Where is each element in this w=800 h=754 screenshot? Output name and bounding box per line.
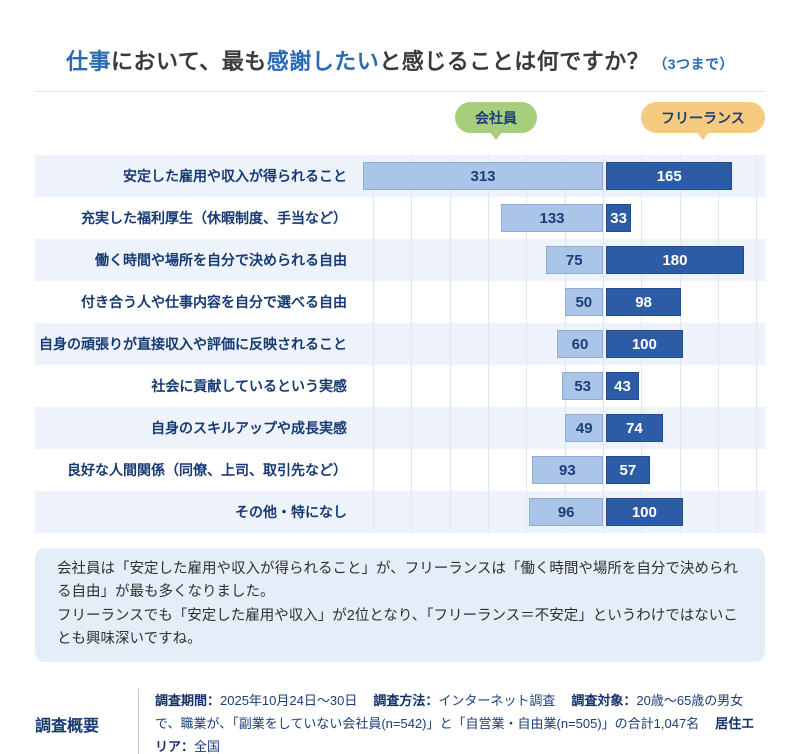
survey-item: 調査期間：2025年10月24日〜30日 <box>155 693 357 708</box>
title-suffix: （3つまで） <box>653 56 735 72</box>
employee-bar: 50 <box>564 288 603 316</box>
category-label: 付き合う人や仕事内容を自分で選べる自由 <box>81 294 347 310</box>
title-divider <box>35 91 765 92</box>
freelance-bar: 165 <box>606 162 733 190</box>
survey-overview: 調査概要 調査期間：2025年10月24日〜30日 調査方法：インターネット調査調… <box>35 688 765 754</box>
employee-bar: 53 <box>562 372 603 400</box>
survey-item-value: 全国 <box>194 739 221 754</box>
legend-employee-label: 会社員 <box>475 109 517 126</box>
summary-box: 会社員は「安定した雇用や収入が得られること」が、フリーランスは「働く時間や場所を… <box>35 548 765 662</box>
chart-row: 自身の頑張りが直接収入や評価に反映されること 60 100 <box>35 323 765 365</box>
chart-rows: 安定した雇用や収入が得られること 313 165 充実した福利厚生（休暇制度、手… <box>35 155 765 533</box>
summary-line-2: フリーランスでも「安定した雇用や収入」が2位となり、「フリーランス＝不安定」とい… <box>57 607 738 648</box>
chart-row: 充実した福利厚生（休暇制度、手当など） 133 33 <box>35 197 765 239</box>
survey-vertical-divider <box>138 688 139 754</box>
freelance-bar: 98 <box>606 288 682 316</box>
freelance-bar: 74 <box>606 414 663 442</box>
chart-legend: 会社員 フリーランス <box>35 92 765 155</box>
survey-item: 居住エリア：全国 <box>155 716 754 754</box>
employee-bar: 75 <box>545 246 603 274</box>
freelance-bar: 100 <box>606 330 683 358</box>
freelance-bar: 57 <box>606 456 650 484</box>
survey-item-label: 調査方法： <box>373 692 439 708</box>
category-label: 安定した雇用や収入が得られること <box>123 168 347 184</box>
employee-bar: 93 <box>531 456 603 484</box>
survey-item-value: 2025年10月24日〜30日 <box>220 692 358 708</box>
legend-freelance-label: フリーランス <box>661 109 745 126</box>
employee-bar: 49 <box>565 414 603 442</box>
freelance-bar: 43 <box>606 372 639 400</box>
freelance-bar: 33 <box>606 204 632 232</box>
category-label: 自身のスキルアップや成長実感 <box>151 420 347 436</box>
freelance-bar: 100 <box>606 498 683 526</box>
page-title: 仕事において、最も感謝したいと感じることは何ですか？ （3つまで） <box>0 0 800 76</box>
title-accent-1: 仕事 <box>65 49 111 74</box>
category-label: 社会に貢献しているという実感 <box>151 378 347 394</box>
survey-item-value: 20歳〜65歳の男女で、職業が、「副業をしていない会社員(n=542)」と「自営… <box>155 692 744 732</box>
chart-row: その他・特になし 96 100 <box>35 491 765 533</box>
chart-row: 安定した雇用や収入が得られること 313 165 <box>35 155 765 197</box>
survey-details: 調査期間：2025年10月24日〜30日 調査方法：インターネット調査 調査対象：2… <box>155 689 765 754</box>
survey-item: 調査対象：20歳〜65歳の男女で、職業が、「副業をしていない会社員(n=542)… <box>155 693 743 731</box>
survey-item-label: 調査対象： <box>571 692 637 708</box>
employee-bar: 313 <box>363 162 603 190</box>
chart-row: 自身のスキルアップや成長実感 49 74 <box>35 407 765 449</box>
summary-line-1: 会社員は「安定した雇用や収入が得られること」が、フリーランスは「働く時間や場所を… <box>57 561 738 601</box>
chart-row: 社会に貢献しているという実感 53 43 <box>35 365 765 407</box>
title-plain-2: と感じることは何ですか？ <box>379 49 650 74</box>
chart-row: 働く時間や場所を自分で決められる自由 75 180 <box>35 239 765 281</box>
chart-row: 良好な人間関係（同僚、上司、取引先など） 93 57 <box>35 449 765 491</box>
category-label: 自身の頑張りが直接収入や評価に反映されること <box>39 336 347 352</box>
survey-item-value: インターネット調査 <box>438 692 556 708</box>
employee-bar: 60 <box>557 330 603 358</box>
employee-bar: 133 <box>501 204 603 232</box>
survey-heading: 調査概要 <box>35 717 100 735</box>
survey-item-label: 居住エリア： <box>155 716 755 754</box>
category-label: その他・特になし <box>235 504 347 520</box>
category-label: 働く時間や場所を自分で決められる自由 <box>95 252 347 268</box>
legend-freelance-badge: フリーランス <box>641 102 765 133</box>
survey-item: 調査方法：インターネット調査 <box>373 693 555 708</box>
category-label: 良好な人間関係（同僚、上司、取引先など） <box>67 462 347 478</box>
chart-row: 付き合う人や仕事内容を自分で選べる自由 50 98 <box>35 281 765 323</box>
title-accent-2: 感謝したい <box>266 49 380 74</box>
title-plain-1: において、最も <box>110 49 267 74</box>
employee-bar: 96 <box>529 498 603 526</box>
category-label: 充実した福利厚生（休暇制度、手当など） <box>81 210 347 226</box>
freelance-bar: 180 <box>606 246 744 274</box>
legend-employee-badge: 会社員 <box>455 102 537 133</box>
survey-item-label: 調査期間： <box>155 692 221 708</box>
diverging-bar-chart: 安定した雇用や収入が得られること 313 165 充実した福利厚生（休暇制度、手… <box>35 155 765 533</box>
